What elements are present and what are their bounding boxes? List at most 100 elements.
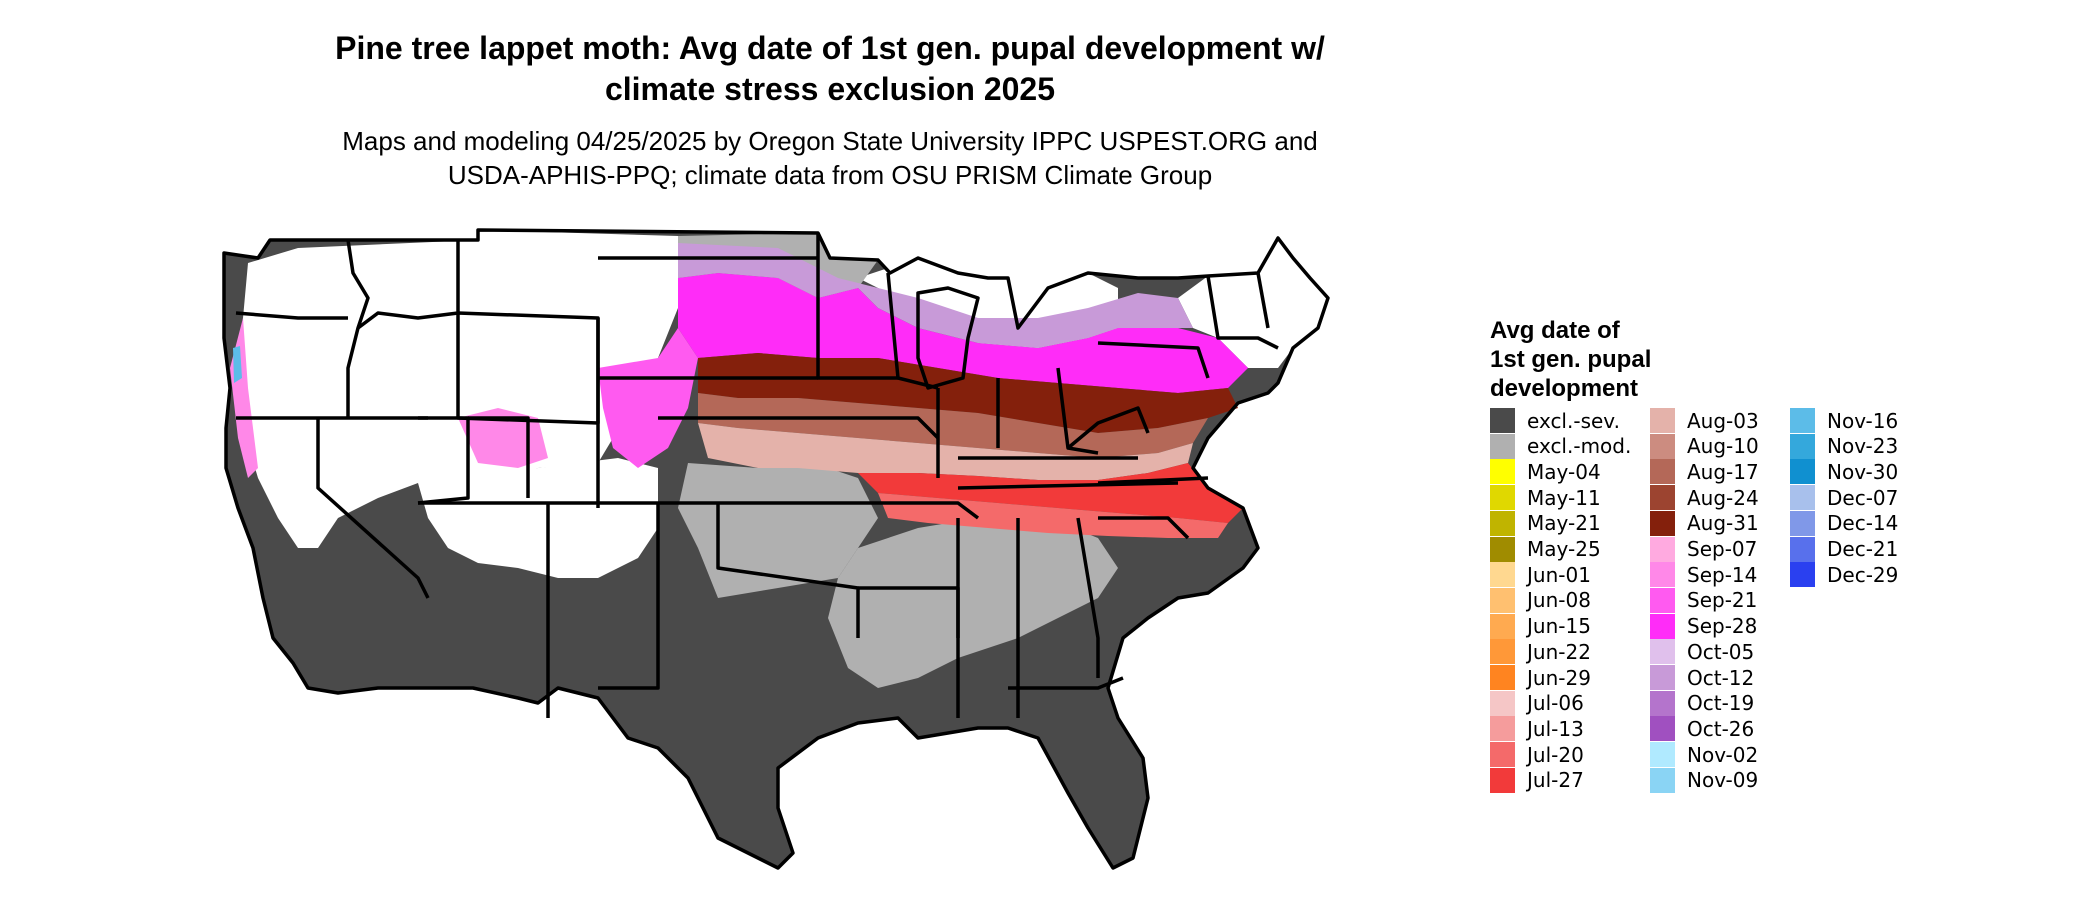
map-title-line2: climate stress exclusion 2025 (604, 71, 1056, 107)
legend-title-line: 1st gen. pupal (1490, 346, 1652, 373)
legend-label: Dec-29 (1827, 562, 1899, 587)
legend-swatch (1650, 562, 1675, 588)
legend-swatch (1790, 485, 1815, 511)
border-mo-ar (858, 501, 980, 520)
legend-swatch (1490, 562, 1515, 588)
legend-item: Oct-05 (1650, 639, 1754, 665)
legend-label: Jun-08 (1527, 588, 1591, 613)
legend-label: Jul-20 (1527, 742, 1584, 767)
border-pa-ny (1097, 341, 1210, 379)
map-region-pink-co (598, 328, 698, 468)
legend-item: Dec-07 (1790, 485, 1899, 511)
legend-swatch (1490, 613, 1515, 639)
legend-swatch (1790, 459, 1815, 485)
legend-swatch (1490, 767, 1515, 793)
map-title: Pine tree lappet moth: Avg date of 1st g… (230, 28, 1430, 110)
border-wa-or (235, 311, 348, 320)
legend-label: Oct-26 (1687, 716, 1755, 741)
legend-label: Oct-12 (1687, 665, 1755, 690)
legend-swatch (1790, 536, 1815, 562)
legend-title: Avg date of 1st gen. pupal development (1490, 316, 1710, 403)
legend-label: Dec-14 (1827, 511, 1899, 536)
legend-item: May-11 (1490, 485, 1601, 511)
border-fl-north (1008, 676, 1124, 690)
border-nc-sc (1098, 516, 1190, 540)
legend-swatch (1490, 716, 1515, 742)
map-region-gray-gulf (828, 518, 1118, 688)
legend-label: Jun-01 (1527, 562, 1591, 587)
legend-swatch (1490, 408, 1515, 433)
legend-label: Dec-07 (1827, 485, 1899, 510)
legend-swatch (1490, 510, 1515, 536)
legend-swatch (1490, 459, 1515, 485)
map-region-red-band (858, 463, 1243, 523)
legend-item: Aug-10 (1650, 433, 1759, 459)
legend-item: Sep-21 (1650, 587, 1757, 613)
legend-item: Jun-01 (1490, 562, 1591, 588)
legend-label: May-11 (1527, 485, 1601, 510)
legend-label: excl.-mod. (1527, 434, 1632, 459)
legend-item: Nov-30 (1790, 459, 1899, 485)
border-ut-co (468, 416, 530, 498)
border-ne-states (1206, 275, 1279, 350)
legend-label: Sep-14 (1687, 562, 1758, 587)
legend-item: Oct-19 (1650, 690, 1755, 716)
state-boundaries (222, 228, 1330, 870)
legend-label: Oct-19 (1687, 691, 1755, 716)
legend-item: Dec-21 (1790, 536, 1899, 562)
map-region-pink-west (458, 408, 548, 468)
legend-item: Aug-03 (1650, 408, 1759, 433)
legend-label: Nov-23 (1827, 434, 1899, 459)
border-ok-tx (716, 503, 860, 638)
legend-label: Aug-10 (1687, 434, 1759, 459)
legend-item: Oct-26 (1650, 716, 1755, 742)
legend-label: Jun-29 (1527, 665, 1591, 690)
legend-label: May-21 (1527, 511, 1601, 536)
legend-item: Jun-29 (1490, 665, 1591, 690)
legend-swatch (1650, 459, 1675, 485)
map-subtitle-line1: Maps and modeling 04/25/2025 by Oregon S… (342, 126, 1318, 156)
legend-swatch (1650, 587, 1675, 613)
map-region-magenta-plains (678, 273, 1248, 393)
map-region-blue-spot (233, 346, 242, 383)
legend-item: Aug-17 (1650, 459, 1759, 485)
legend-item: Nov-23 (1790, 433, 1899, 459)
border-wv (1066, 406, 1150, 450)
legend-swatch (1650, 690, 1675, 716)
legend-swatch (1650, 665, 1675, 690)
legend-swatch (1790, 408, 1815, 433)
map-region-brown-mid (698, 393, 1208, 458)
legend-swatch (1650, 485, 1675, 511)
map-fill-regions (224, 230, 1328, 868)
us-outline (222, 228, 1330, 870)
legend-label: May-04 (1527, 459, 1601, 484)
legend-label: Dec-21 (1827, 537, 1899, 561)
map-region-lavender-north (678, 243, 1193, 348)
legend-swatch (1490, 639, 1515, 665)
legend-label: Aug-31 (1687, 511, 1759, 536)
map-title-line1: Pine tree lappet moth: Avg date of 1st g… (335, 30, 1325, 66)
legend-item: Aug-24 (1650, 485, 1759, 511)
legend-title-line: Avg date of (1490, 317, 1620, 344)
legend-swatch (1650, 433, 1675, 459)
legend-swatch (1650, 716, 1675, 742)
legend-swatch (1490, 433, 1515, 459)
legend-label: Aug-17 (1687, 459, 1759, 484)
legend-item: Aug-31 (1650, 510, 1759, 536)
legend-label: Nov-02 (1687, 742, 1759, 767)
legend-item: Sep-07 (1650, 536, 1757, 562)
legend-swatch (1490, 690, 1515, 716)
legend-item: Jul-20 (1490, 742, 1584, 768)
legend-item: Sep-14 (1650, 562, 1758, 588)
border-al-ga (1076, 517, 1100, 678)
legend-item: Nov-16 (1790, 408, 1898, 433)
legend-swatch (1650, 613, 1675, 639)
legend-item: excl.-sev. (1490, 408, 1620, 433)
legend-label: Nov-30 (1827, 459, 1899, 484)
legend-label: Nov-09 (1687, 768, 1759, 793)
border-me-nh (1256, 272, 1270, 329)
border-id-west (346, 239, 370, 418)
legend-label: Sep-28 (1687, 614, 1758, 639)
border-ca-nv (316, 418, 430, 599)
us-map (222, 228, 1330, 870)
